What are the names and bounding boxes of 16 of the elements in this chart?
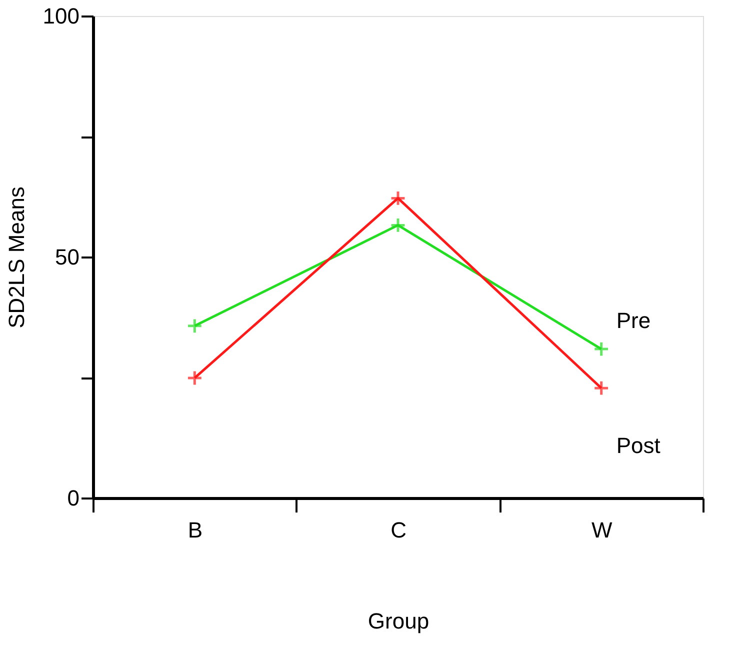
x-tick-label: B xyxy=(188,518,203,542)
point xyxy=(593,341,610,358)
x-tick-label: C xyxy=(390,518,407,542)
y-axis-title: SD2LS Means xyxy=(4,186,29,328)
point xyxy=(390,217,406,234)
y-tick-label: 50 xyxy=(55,244,80,270)
point xyxy=(186,370,203,386)
point xyxy=(593,380,610,396)
series-label: Pre xyxy=(616,308,651,334)
series-label: Post xyxy=(616,433,660,458)
point xyxy=(390,190,406,206)
x-axis-title: Group xyxy=(368,608,430,634)
point xyxy=(186,318,203,334)
y-tick-label: 0 xyxy=(67,486,80,510)
x-tick-label: W xyxy=(591,518,612,542)
y-tick-label: 100 xyxy=(42,4,80,28)
